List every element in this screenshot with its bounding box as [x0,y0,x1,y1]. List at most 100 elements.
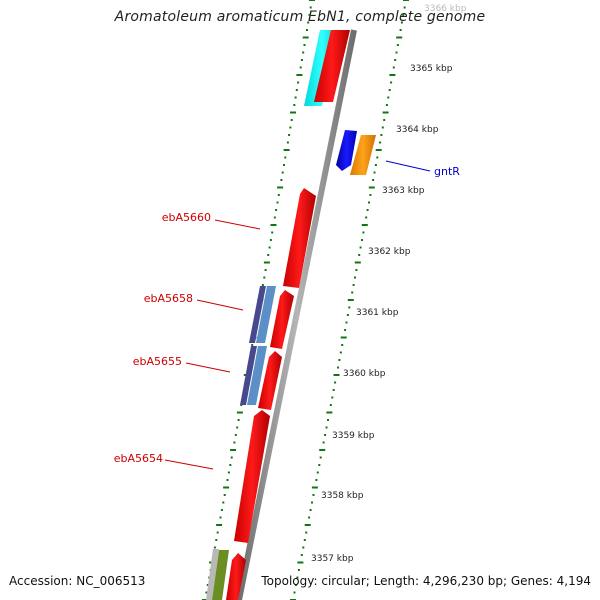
outer-track-dot [400,21,403,24]
outer-track-dot [308,516,311,519]
navy-feature-ebA5655[interactable] [240,346,257,405]
inner-dotted-track [202,0,315,600]
blue-gene-gntR[interactable] [336,130,357,171]
inner-track-dot [293,104,296,106]
outer-track-dot [389,74,396,76]
outer-track-dot [304,524,311,526]
inner-track-dot [277,186,284,189]
outer-dotted-track [290,0,409,600]
outer-track-dot [326,411,333,414]
outer-track-dot [334,381,337,384]
outer-track-dot [366,209,369,211]
outer-track-dot [369,194,372,196]
outer-track-dot [373,171,376,174]
gene-label-gntR[interactable]: gntR [434,165,460,178]
outer-track-dot [365,216,368,219]
outer-track-dot [346,314,349,316]
outer-track-dot [352,284,355,286]
inner-track-dot [216,531,219,534]
inner-track-dot [268,246,271,249]
outer-track-dot [311,501,313,504]
gene-label-ebA5655[interactable]: ebA5655 [133,355,182,368]
inner-track-dot [309,6,312,9]
inner-track-dot [280,179,283,181]
outer-track-dot [297,561,304,564]
tick-label: 3357 kbp [311,554,354,564]
inner-track-dot [283,164,285,166]
outer-track-dot [305,531,308,534]
outer-track-dot [379,141,382,144]
inner-track-dot [230,449,237,451]
outer-track-dot [341,344,344,346]
outer-track-dot [327,419,329,421]
red-gene-ebA5660[interactable] [283,188,316,288]
outer-track-dot [368,201,370,204]
inner-track-dot [261,284,264,286]
outer-track-dot [338,359,341,361]
inner-track-dot [271,231,274,234]
outer-track-dot [403,6,406,9]
outer-track-dot [354,276,356,279]
outer-track-dot [375,149,382,151]
red-gene-ebA5655[interactable] [258,351,282,410]
inner-track-dot [289,126,292,129]
inner-track-dot [215,539,218,541]
gene-label-ebA5654[interactable]: ebA5654 [114,452,163,465]
outer-track-dot [296,576,299,579]
inner-track-dot [270,224,277,226]
inner-track-dot [283,149,290,151]
outer-track-dot [376,156,379,159]
outer-track-dot [351,291,354,294]
outer-track-dot [361,239,363,241]
inner-track-dot [308,14,311,16]
orange-gene[interactable] [350,135,376,175]
inner-track-dot [288,134,291,136]
gray-feature-bottom[interactable] [206,549,219,600]
outer-track-dot [394,59,397,61]
inner-track-dot [219,516,222,519]
steel-feature-ebA5655[interactable] [247,346,267,405]
outer-track-dot [318,464,321,466]
red-gene-ebA5658[interactable] [270,290,294,349]
outer-track-dot [358,254,361,256]
tick-label: 3365 kbp [410,64,453,74]
navy-feature-ebA5658[interactable] [249,286,266,343]
inner-track-dot [229,464,232,466]
red-gene-bottom[interactable] [226,553,246,600]
outer-track-dot [396,36,403,39]
inner-track-dot [226,479,229,481]
inner-track-dot [206,584,209,586]
outer-track-dot [325,426,328,429]
leader-lines [164,160,431,470]
outer-track-dot [337,366,339,369]
outer-track-dot [348,306,351,309]
outer-track-dot [293,591,296,594]
tick-label: 3363 kbp [382,186,425,196]
gene-label-ebA5658[interactable]: ebA5658 [144,292,193,305]
steel-feature-ebA5658[interactable] [256,286,276,343]
outer-track-dot [302,546,305,549]
inner-track-dot [286,141,289,144]
outer-track-dot [316,471,319,474]
outer-track-dot [347,299,354,301]
red-gene-ebA5654[interactable] [234,410,270,543]
outer-track-dot [297,569,300,571]
tick-label: 3361 kbp [356,308,399,318]
outer-track-dot [388,89,391,91]
outer-track-dot [359,246,362,249]
outer-track-dot [392,66,395,69]
inner-track-dot [297,81,300,84]
red-gene-top[interactable] [314,30,350,102]
inner-track-dot [299,66,302,69]
inner-track-dot [251,344,254,346]
tick-label: 3358 kbp [321,491,364,501]
inner-track-dot [275,209,278,211]
gene-label-ebA5660[interactable]: ebA5660 [162,211,211,224]
inner-track-dot [220,509,223,511]
inner-track-dot [294,96,297,99]
inner-track-dot [230,456,233,459]
inner-track-dot [236,426,239,429]
inner-track-dot [234,434,237,436]
olive-feature-bottom[interactable] [212,550,229,600]
